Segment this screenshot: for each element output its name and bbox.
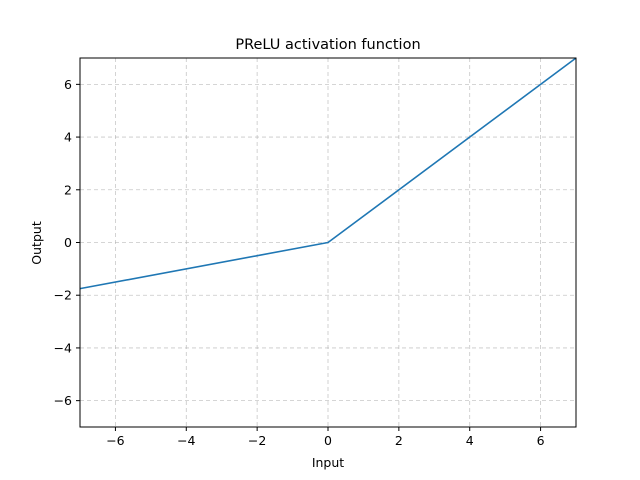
y-axis-label: Output [29,221,44,265]
x-tick-label: 2 [395,433,403,448]
prelu-line [79,57,577,290]
x-axis-label: Input [312,455,344,470]
y-tick-label: 4 [64,130,72,145]
y-tick-label: 6 [64,77,72,92]
x-tick-label: 6 [537,433,545,448]
y-tick-label: −6 [54,393,72,408]
x-tick-label: 0 [324,433,332,448]
y-ticks: −6 −4 −2 0 2 4 6 [54,77,80,408]
plot-series [79,57,577,290]
y-tick-label: −2 [54,288,72,303]
x-tick-label: 4 [466,433,474,448]
y-tick-label: −4 [54,340,72,355]
chart-title: PReLU activation function [235,37,420,53]
x-ticks: −6 −4 −2 0 2 4 6 [106,427,545,448]
x-tick-label: −2 [248,433,266,448]
x-tick-label: −4 [177,433,195,448]
y-tick-label: 2 [64,182,72,197]
y-tick-label: 0 [64,235,72,250]
x-tick-label: −6 [106,433,124,448]
